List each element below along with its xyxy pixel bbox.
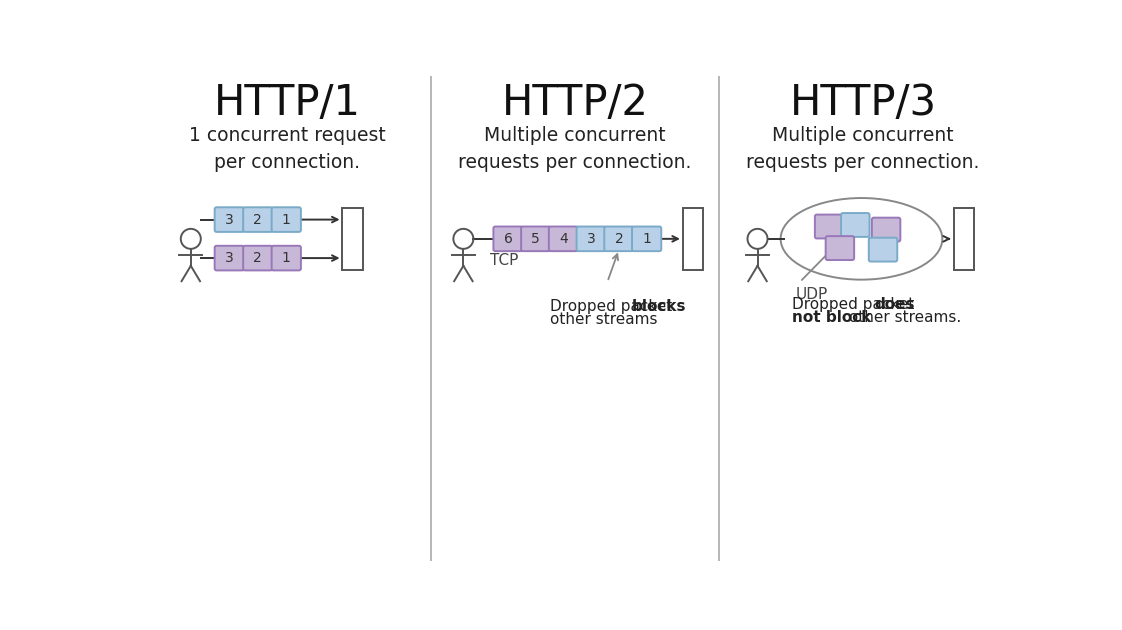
FancyBboxPatch shape [815,215,844,239]
Text: 3: 3 [587,232,596,246]
Text: Multiple concurrent
requests per connection.: Multiple concurrent requests per connect… [459,125,691,172]
Text: 1: 1 [642,232,651,246]
Text: blocks: blocks [632,299,687,314]
FancyBboxPatch shape [842,213,870,237]
FancyBboxPatch shape [494,227,523,251]
Bar [342,208,362,270]
FancyBboxPatch shape [214,207,243,232]
FancyBboxPatch shape [243,246,273,270]
FancyBboxPatch shape [272,246,301,270]
FancyBboxPatch shape [577,227,606,251]
FancyBboxPatch shape [632,227,661,251]
Text: 2: 2 [254,251,263,265]
FancyBboxPatch shape [214,246,243,270]
FancyBboxPatch shape [868,238,898,261]
FancyBboxPatch shape [872,218,900,241]
FancyBboxPatch shape [272,207,301,232]
Text: 2: 2 [254,212,263,227]
Text: 1: 1 [282,212,291,227]
FancyBboxPatch shape [605,227,634,251]
Text: not block: not block [792,311,872,326]
Bar [954,208,974,270]
Text: TCP: TCP [490,253,518,268]
Text: HTTP/1: HTTP/1 [213,81,360,123]
Text: 1: 1 [282,251,291,265]
Text: 3: 3 [224,251,233,265]
Text: 1 concurrent request
per connection.: 1 concurrent request per connection. [188,125,386,172]
Text: other streams: other streams [551,312,657,327]
Text: does: does [874,297,916,312]
FancyBboxPatch shape [521,227,551,251]
Text: 6: 6 [504,232,513,246]
Bar [683,208,702,270]
FancyBboxPatch shape [243,207,273,232]
Text: other streams.: other streams. [844,311,962,326]
FancyBboxPatch shape [826,236,854,260]
Text: 4: 4 [559,232,568,246]
Text: 3: 3 [224,212,233,227]
Text: UDP: UDP [795,287,828,302]
Text: 2: 2 [615,232,624,246]
Text: 5: 5 [532,232,540,246]
Text: Multiple concurrent
requests per connection.: Multiple concurrent requests per connect… [746,125,980,172]
Text: Dropped packet: Dropped packet [792,297,919,312]
Text: Dropped packet: Dropped packet [551,299,678,314]
Text: HTTP/3: HTTP/3 [790,81,937,123]
FancyBboxPatch shape [549,227,578,251]
Text: HTTP/2: HTTP/2 [502,81,649,123]
